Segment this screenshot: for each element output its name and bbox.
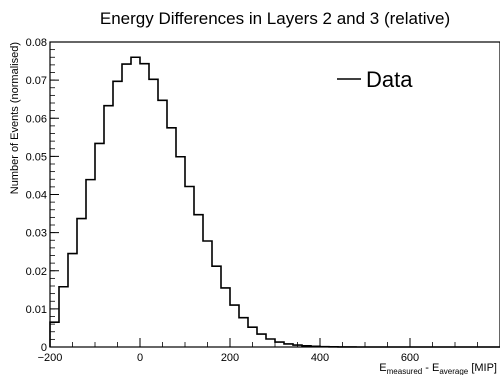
x-axis-title-subscript: average	[439, 367, 468, 375]
y-axis-title: Number of Events (normalised)	[9, 42, 21, 194]
y-tick-label: 0	[41, 342, 47, 354]
y-tick-label: 0.05	[26, 151, 47, 163]
y-tick-label: 0.08	[26, 37, 47, 49]
y-tick-label: 0.02	[26, 266, 47, 278]
x-tick-label: 0	[137, 352, 143, 364]
y-tick-label: 0.06	[26, 113, 47, 125]
plot-frame	[49, 41, 500, 348]
x-tick-label: −200	[38, 352, 63, 364]
y-tick-label: 0.04	[26, 190, 47, 202]
x-tick-label: 200	[221, 352, 239, 364]
x-axis-title-subscript: measured	[387, 367, 423, 375]
histogram-series-data	[49, 56, 500, 348]
x-axis: −200 0 200 400 600	[38, 338, 500, 364]
x-axis-title: Emeasured - Eaverage [MIP]	[379, 362, 497, 375]
x-tick-label: 600	[401, 352, 419, 364]
y-tick-label: 0.03	[26, 228, 47, 240]
y-tick-label: 0.07	[26, 75, 47, 87]
x-axis-title-part: [MIP]	[468, 362, 497, 374]
y-axis: 0 0.01 0.02 0.03 0.04 0.05 0.06 0.07 0.08	[26, 37, 59, 354]
y-tick-label: 0.01	[26, 304, 47, 316]
x-axis-title-part: E	[379, 362, 386, 374]
legend: Data	[337, 67, 413, 92]
legend-label-data: Data	[366, 67, 413, 92]
x-axis-title-part: - E	[422, 362, 439, 374]
x-tick-label: 400	[311, 352, 329, 364]
chart-title: Energy Differences in Layers 2 and 3 (re…	[100, 9, 450, 28]
